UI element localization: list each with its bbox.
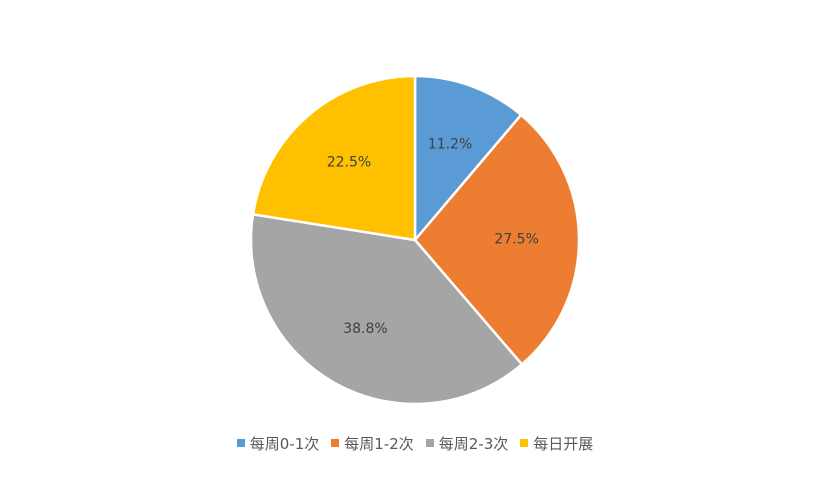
pie-slice-2 [249,213,524,406]
data-label-1: 27.5% [494,232,538,248]
legend: 每周0-1次 每周1-2次 每周2-3次 每日开展 [0,431,830,455]
legend-item-1: 每周1-2次 [331,433,414,454]
data-label-3: 22.5% [327,155,371,171]
legend-swatch-3 [520,439,529,447]
data-label-2: 38.8% [343,321,387,337]
legend-label-1: 每周1-2次 [344,434,414,453]
pie-slice-3 [251,74,417,242]
legend-label-3: 每日开展 [533,434,594,453]
pie-slice-0 [413,74,523,242]
legend-item-0: 每周0-1次 [236,433,320,454]
data-label-0: 11.2% [428,137,472,153]
legend-swatch-2 [425,439,434,447]
legend-label-2: 每周2-3次 [438,434,509,453]
legend-swatch-1 [331,439,340,447]
legend-swatch-0 [236,439,245,447]
pie-slice-1 [413,113,581,366]
legend-item-3: 每日开展 [520,433,593,454]
legend-item-2: 每周2-3次 [425,433,509,454]
legend-label-0: 每周0-1次 [249,434,320,453]
